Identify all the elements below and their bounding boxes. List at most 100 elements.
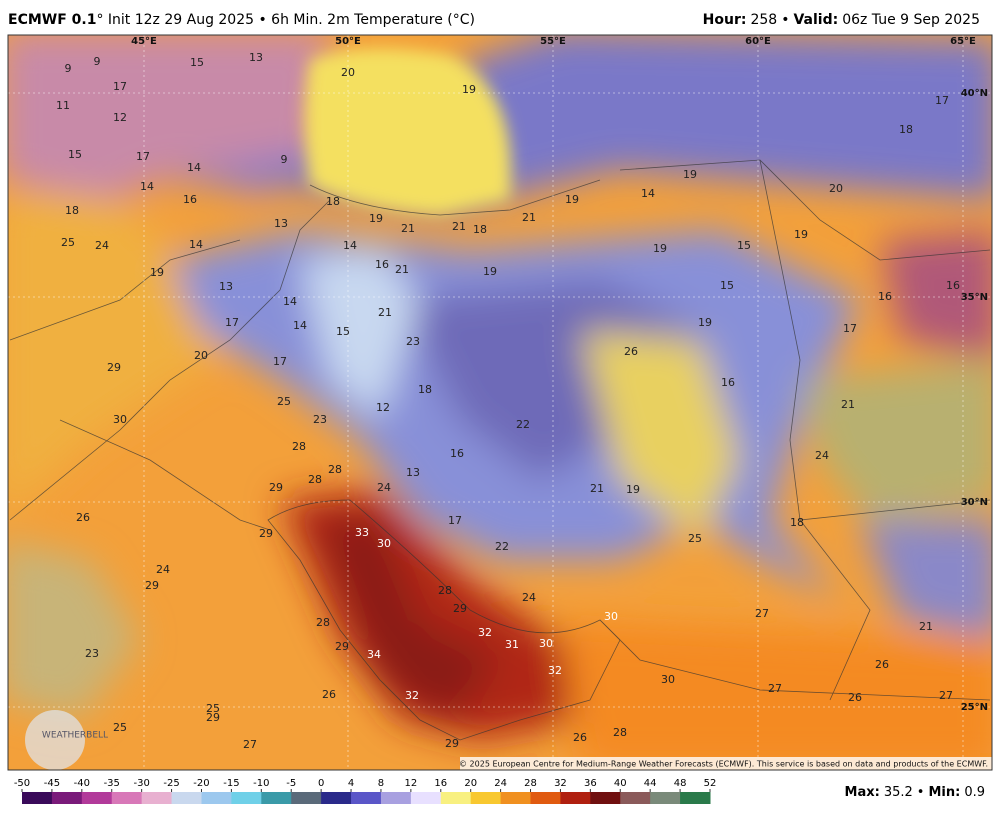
temp-label: 29 (453, 602, 467, 615)
colorbar-segment (470, 792, 502, 804)
temp-label: 21 (452, 220, 466, 233)
temp-label: 24 (95, 239, 109, 252)
temp-label: 19 (369, 212, 383, 225)
lat-label: 40°N (961, 88, 988, 99)
temp-label: 12 (113, 111, 127, 124)
colorbar-tick-label: -15 (223, 778, 239, 789)
temp-label: 23 (313, 413, 327, 426)
temp-label: 18 (790, 516, 804, 529)
temp-label: 34 (367, 648, 381, 661)
colorbar-segment (291, 792, 322, 804)
temp-label: 27 (939, 689, 953, 702)
colorbar-tick-label: -45 (44, 778, 60, 789)
temp-label: 29 (445, 737, 459, 750)
temp-label: 11 (56, 99, 70, 112)
logo-circle (25, 710, 85, 770)
colorbar-segment (141, 792, 173, 804)
max: 35.2 (884, 785, 913, 800)
lat-label: 30°N (961, 497, 988, 508)
temp-label: 24 (522, 591, 536, 604)
colorbar-tick-label: 44 (644, 778, 657, 789)
temp-label: 22 (516, 418, 530, 431)
colorbar-tick-label: 52 (704, 778, 717, 789)
temp-label: 18 (473, 223, 487, 236)
temp-label: 17 (843, 322, 857, 335)
temp-label: 19 (683, 168, 697, 181)
temp-label: 20 (341, 66, 355, 79)
temp-label: 15 (720, 279, 734, 292)
temp-label: 14 (283, 295, 297, 308)
header-right: Hour: 258 • Valid: 06z Tue 9 Sep 2025 (703, 12, 980, 28)
footer: Max: 35.2 • Min: 0.9 (845, 785, 985, 800)
colorbar-tick-label: 0 (318, 778, 324, 789)
colorbar-segment (530, 792, 561, 804)
temp-label: 32 (478, 626, 492, 639)
lon-label: 60°E (745, 36, 771, 47)
temp-label: 29 (206, 711, 220, 724)
colorbar-tick-label: 20 (464, 778, 477, 789)
temp-label: 30 (377, 537, 391, 550)
colorbar-tick-label: -50 (14, 778, 30, 789)
temp-label: 30 (113, 413, 127, 426)
temp-label: 9 (94, 55, 101, 68)
temp-label: 21 (590, 482, 604, 495)
colorbar-segment (351, 792, 382, 804)
colorbar-segment (650, 792, 681, 804)
temp-label: 31 (505, 638, 519, 651)
min-label: Min: (928, 785, 960, 800)
temp-label: 14 (140, 180, 154, 193)
colorbar-tick-label: 4 (348, 778, 354, 789)
temp-label: 25 (688, 532, 702, 545)
temp-label: 16 (946, 279, 960, 292)
temp-label: 32 (405, 689, 419, 702)
temp-label: 13 (406, 466, 420, 479)
temp-label: 19 (626, 483, 640, 496)
temp-label: 21 (522, 211, 536, 224)
colorbar-segment (440, 792, 472, 804)
temp-label: 13 (274, 217, 288, 230)
colorbar-segment (590, 792, 621, 804)
temp-label: 13 (219, 280, 233, 293)
temp-label: 17 (448, 514, 462, 527)
temp-label: 16 (721, 376, 735, 389)
temp-label: 27 (768, 682, 782, 695)
colorbar-tick-label: 36 (584, 778, 597, 789)
colorbar-tick-label: 8 (378, 778, 384, 789)
lon-label: 45°E (131, 36, 157, 47)
temp-label: 25 (206, 702, 220, 715)
map: 9 9 15 13 17 12 11 15 17 14 9 14 16 18 18 19 21 21 18 21 19 1… (8, 35, 992, 770)
colorbar-tick-label: -5 (286, 778, 296, 789)
temp-label: 29 (335, 640, 349, 653)
hour: 258 (750, 12, 777, 28)
temp-label: 26 (624, 345, 638, 358)
logo: WEATHERBELL (42, 731, 108, 741)
colorbar-segment (620, 792, 651, 804)
temp-label: 19 (794, 228, 808, 241)
temp-label: 26 (848, 691, 862, 704)
temp-label: 28 (316, 616, 330, 629)
temp-label: 24 (156, 563, 170, 576)
temp-label: 21 (401, 222, 415, 235)
colorbar-segment (560, 792, 591, 804)
temp-label: 22 (495, 540, 509, 553)
colorbar-tick-label: 12 (405, 778, 418, 789)
lat-label: 35°N (961, 292, 988, 303)
colorbar-segment (500, 792, 532, 804)
temp-label: 25 (61, 236, 75, 249)
temp-label: 28 (308, 473, 322, 486)
colorbar-segment (410, 792, 442, 804)
temp-label: 21 (919, 620, 933, 633)
lon-label: 50°E (335, 36, 361, 47)
temp-label: 26 (875, 658, 889, 671)
temp-label: 28 (438, 584, 452, 597)
sep: • (917, 785, 925, 800)
colorbar-tick-label: -40 (74, 778, 90, 789)
colorbar-tick-label: 16 (434, 778, 447, 789)
temp-label: 19 (150, 266, 164, 279)
lat-label: 25°N (961, 702, 988, 713)
colorbar-segment (231, 792, 262, 804)
temp-label: 17 (225, 316, 239, 329)
temp-label: 29 (259, 527, 273, 540)
temp-label: 28 (292, 440, 306, 453)
temp-label: 29 (145, 579, 159, 592)
